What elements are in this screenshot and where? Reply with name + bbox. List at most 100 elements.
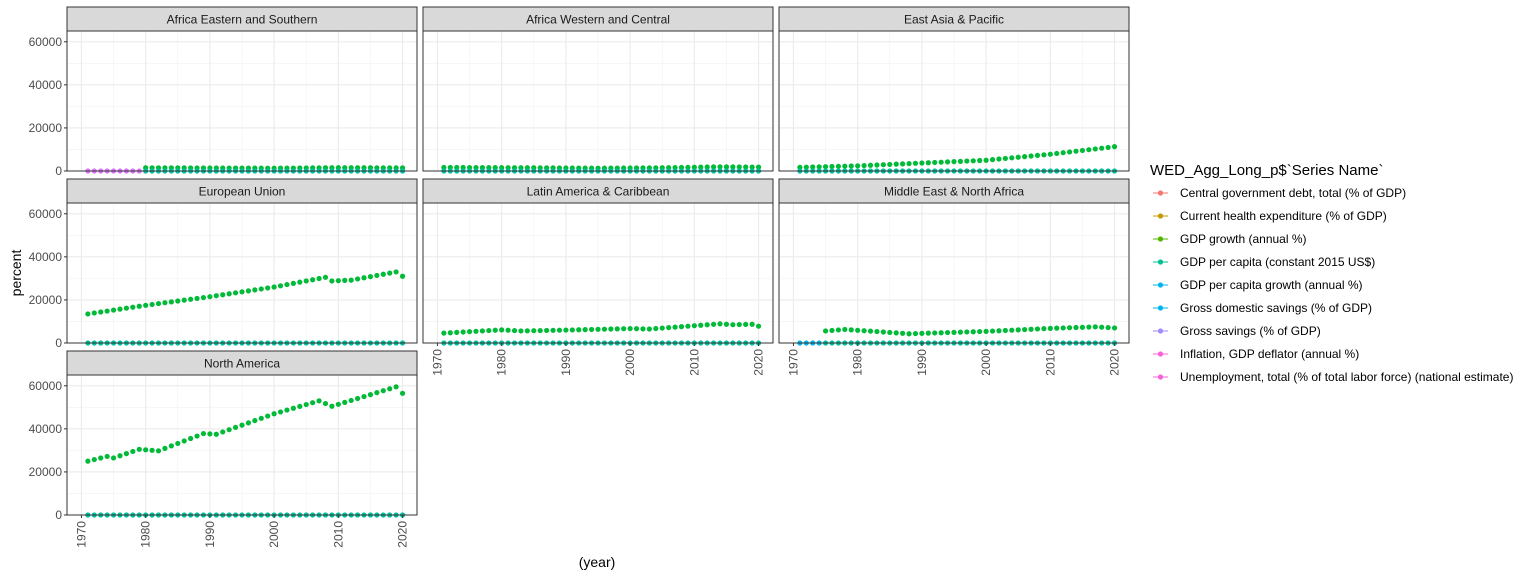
data-point — [1099, 324, 1105, 330]
data-point — [104, 453, 110, 460]
data-point — [226, 427, 232, 433]
data-point — [957, 158, 964, 164]
data-point — [1105, 144, 1111, 151]
data-point — [880, 162, 886, 168]
data-point — [829, 327, 835, 334]
y-tick-label: 60000 — [29, 35, 63, 49]
data-point — [524, 328, 530, 334]
data-point — [964, 329, 970, 335]
data-point — [842, 163, 848, 169]
data-point — [944, 159, 951, 165]
y-tick-label: 0 — [55, 164, 62, 178]
data-point — [678, 164, 685, 171]
facet-strip-label: Africa Eastern and Southern — [167, 13, 318, 27]
data-point — [835, 163, 842, 169]
data-point — [710, 164, 717, 170]
data-point — [925, 330, 931, 336]
data-point — [1028, 326, 1034, 332]
data-point — [749, 164, 755, 170]
data-point — [723, 164, 730, 170]
panel-border — [778, 202, 1130, 344]
data-point — [200, 294, 207, 301]
data-point — [194, 295, 200, 302]
data-point — [704, 322, 710, 328]
data-point — [848, 163, 854, 169]
data-point — [466, 329, 473, 335]
data-point — [342, 277, 348, 283]
data-point — [91, 310, 97, 316]
data-point — [354, 276, 361, 282]
data-point — [848, 327, 854, 333]
data-point — [348, 397, 354, 404]
data-point — [659, 325, 665, 331]
y-tick-label: 20000 — [29, 293, 63, 307]
x-axis-title: (year) — [579, 554, 616, 570]
data-point — [749, 321, 755, 327]
data-point — [730, 322, 736, 328]
data-point — [633, 326, 640, 332]
x-tick-label: 1980 — [139, 521, 153, 548]
data-point — [989, 157, 996, 163]
data-point — [374, 272, 380, 279]
data-point — [932, 159, 938, 166]
panel-border — [778, 30, 1130, 172]
data-point — [329, 278, 335, 284]
data-point — [316, 398, 322, 404]
y-tick-label: 60000 — [29, 207, 63, 221]
data-point — [175, 298, 181, 304]
data-point — [537, 327, 543, 334]
data-point — [123, 305, 130, 311]
data-point — [271, 411, 277, 417]
data-point — [614, 326, 620, 332]
data-point — [1105, 324, 1111, 331]
data-point — [900, 330, 906, 336]
data-point — [213, 431, 219, 437]
data-point — [213, 293, 219, 299]
data-point — [1060, 150, 1066, 156]
data-point — [1066, 325, 1073, 331]
data-point — [473, 328, 479, 334]
data-point — [335, 401, 341, 407]
data-point — [588, 326, 595, 333]
legend-key-point — [1157, 259, 1164, 265]
data-point — [1079, 324, 1086, 330]
y-tick-label: 40000 — [29, 250, 63, 264]
data-point — [85, 458, 91, 464]
data-point — [1092, 324, 1098, 330]
data-point — [938, 159, 944, 165]
x-tick-label: 2000 — [623, 349, 637, 376]
data-point — [252, 417, 258, 424]
data-point — [1099, 145, 1105, 151]
series-gdp-per-capita-constant-2015-us — [85, 384, 406, 464]
data-point — [226, 291, 232, 297]
data-point — [983, 157, 989, 163]
data-point — [361, 275, 367, 281]
data-point — [454, 329, 460, 335]
data-point — [143, 447, 149, 453]
data-point — [698, 164, 704, 170]
data-point — [970, 329, 976, 335]
data-point — [117, 453, 123, 459]
data-point — [1111, 325, 1118, 331]
data-point — [290, 405, 296, 411]
legend-key-point — [1157, 282, 1164, 288]
facet-strip — [66, 6, 418, 32]
panel-border — [422, 202, 774, 344]
y-tick-label: 20000 — [29, 465, 63, 479]
x-tick-label: 1970 — [430, 349, 444, 376]
data-point — [492, 327, 498, 333]
data-point — [531, 328, 537, 334]
data-point — [143, 302, 149, 308]
series-gdp-per-capita-constant-2015-us — [797, 144, 1118, 170]
data-point — [736, 164, 742, 170]
data-point — [678, 324, 685, 330]
data-point — [861, 162, 867, 169]
data-point — [736, 321, 742, 328]
legend-item-central-government-debt-total-of-gdp: Central government debt, total (% of GDP… — [1153, 186, 1406, 200]
data-point — [322, 274, 329, 280]
x-tick-label: 2020 — [396, 521, 410, 548]
data-point — [447, 330, 453, 336]
facet-strip-label: European Union — [199, 185, 286, 199]
facet-panel-middle-east-north-africa: Middle East & North Africa 1970 1980 1990 20… — [778, 178, 1130, 376]
